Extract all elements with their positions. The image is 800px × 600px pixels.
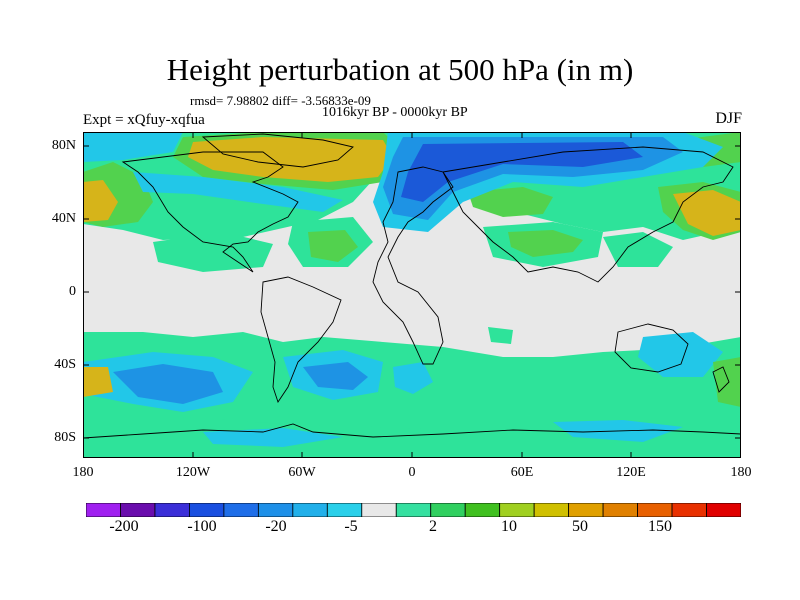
colorbar-box — [602, 503, 638, 517]
map-ticks — [83, 132, 741, 458]
lon-label-120w: 120W — [175, 465, 211, 480]
colorbar-label: -5 — [344, 518, 358, 535]
colorbar-box — [257, 503, 294, 517]
period-label: 1016kyr BP - 0000kyr BP — [322, 105, 468, 120]
colorbar-label: -20 — [265, 518, 287, 535]
northern-negative-band — [83, 132, 723, 232]
colorbar-box — [361, 503, 397, 517]
colorbar-box — [120, 503, 156, 517]
colorbar-box — [154, 503, 190, 517]
antarctica-coast — [83, 423, 741, 439]
lat-label-40n: 40N — [51, 211, 76, 226]
colorbar-box — [189, 503, 225, 517]
coastlines — [83, 133, 741, 439]
new-zealand-coast — [712, 366, 730, 393]
colorbar-box — [326, 503, 363, 517]
lon-label-120e: 120E — [616, 465, 646, 480]
lon-label-60e: 60E — [510, 465, 534, 480]
colorbar-box — [86, 503, 121, 517]
australia-coast — [614, 323, 689, 373]
colorbar-box — [568, 503, 604, 517]
south-america-coast — [260, 276, 342, 404]
height-perturbation-map — [83, 132, 741, 458]
lat-label-eq: 0 — [69, 284, 76, 299]
map-title: Height perturbation at 500 hPa (in m) — [166, 52, 634, 87]
colorbar-box — [499, 503, 535, 517]
colorbar-label: -200 — [109, 518, 139, 535]
season-label: DJF — [715, 110, 742, 127]
subtropical-positive-patches — [153, 217, 673, 344]
north-america-coast — [121, 151, 299, 273]
greenland-coast — [201, 133, 354, 168]
colorbar-label: 10 — [501, 518, 517, 535]
colorbar-box — [706, 503, 741, 517]
lat-label-80n: 80N — [51, 138, 76, 153]
lat-label-40s: 40S — [54, 357, 76, 372]
asia-coast — [442, 146, 734, 283]
colorbar-label: 150 — [648, 518, 672, 535]
lon-label-60w: 60W — [288, 465, 316, 480]
colorbar-box — [395, 503, 432, 517]
rmsd-diff-stats: rmsd= 7.98802 diff= -3.56833e-09 — [190, 93, 371, 108]
colorbar-box — [430, 503, 466, 517]
southern-anomalies — [83, 332, 741, 458]
colorbar-label: -100 — [187, 518, 217, 535]
lon-label-180e: 180 — [730, 465, 752, 480]
colorbar-box — [671, 503, 707, 517]
colorbar — [86, 503, 741, 517]
experiment-label: Expt = xQfuy-xqfua — [83, 112, 205, 128]
colorbar-box — [464, 503, 501, 517]
colorbar-box — [223, 503, 259, 517]
lat-label-80s: 80S — [54, 430, 76, 445]
colorbar-box — [637, 503, 673, 517]
europe-africa-coast — [372, 166, 454, 365]
colorbar-label: 2 — [429, 518, 437, 535]
colorbar-box — [533, 503, 570, 517]
lon-label-180w: 180 — [72, 465, 94, 480]
map-frame — [83, 132, 741, 458]
colorbar-box — [292, 503, 328, 517]
colorbar-label: 50 — [572, 518, 588, 535]
lon-label-0: 0 — [408, 465, 416, 480]
